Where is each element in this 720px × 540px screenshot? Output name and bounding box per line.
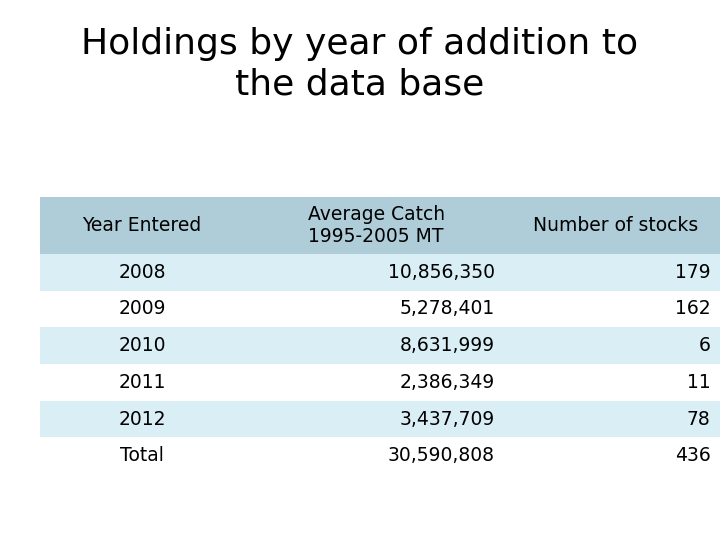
Text: 162: 162	[675, 299, 711, 319]
Text: 30,590,808: 30,590,808	[387, 446, 495, 465]
Text: 2009: 2009	[119, 299, 166, 319]
Text: 5,278,401: 5,278,401	[400, 299, 495, 319]
Text: 6: 6	[699, 336, 711, 355]
Text: 78: 78	[687, 409, 711, 429]
Text: 436: 436	[675, 446, 711, 465]
Text: Year Entered: Year Entered	[83, 216, 202, 235]
Text: 179: 179	[675, 262, 711, 282]
Text: Number of stocks: Number of stocks	[533, 216, 698, 235]
Text: 2010: 2010	[119, 336, 166, 355]
Text: 2008: 2008	[119, 262, 166, 282]
Text: 3,437,709: 3,437,709	[400, 409, 495, 429]
Text: 8,631,999: 8,631,999	[400, 336, 495, 355]
Text: Holdings by year of addition to
the data base: Holdings by year of addition to the data…	[81, 27, 639, 102]
Text: 11: 11	[687, 373, 711, 392]
Text: 2012: 2012	[119, 409, 166, 429]
Text: 10,856,350: 10,856,350	[387, 262, 495, 282]
Text: Average Catch
1995-2005 MT: Average Catch 1995-2005 MT	[307, 205, 445, 246]
Text: 2,386,349: 2,386,349	[400, 373, 495, 392]
Text: Total: Total	[120, 446, 164, 465]
Text: 2011: 2011	[119, 373, 166, 392]
